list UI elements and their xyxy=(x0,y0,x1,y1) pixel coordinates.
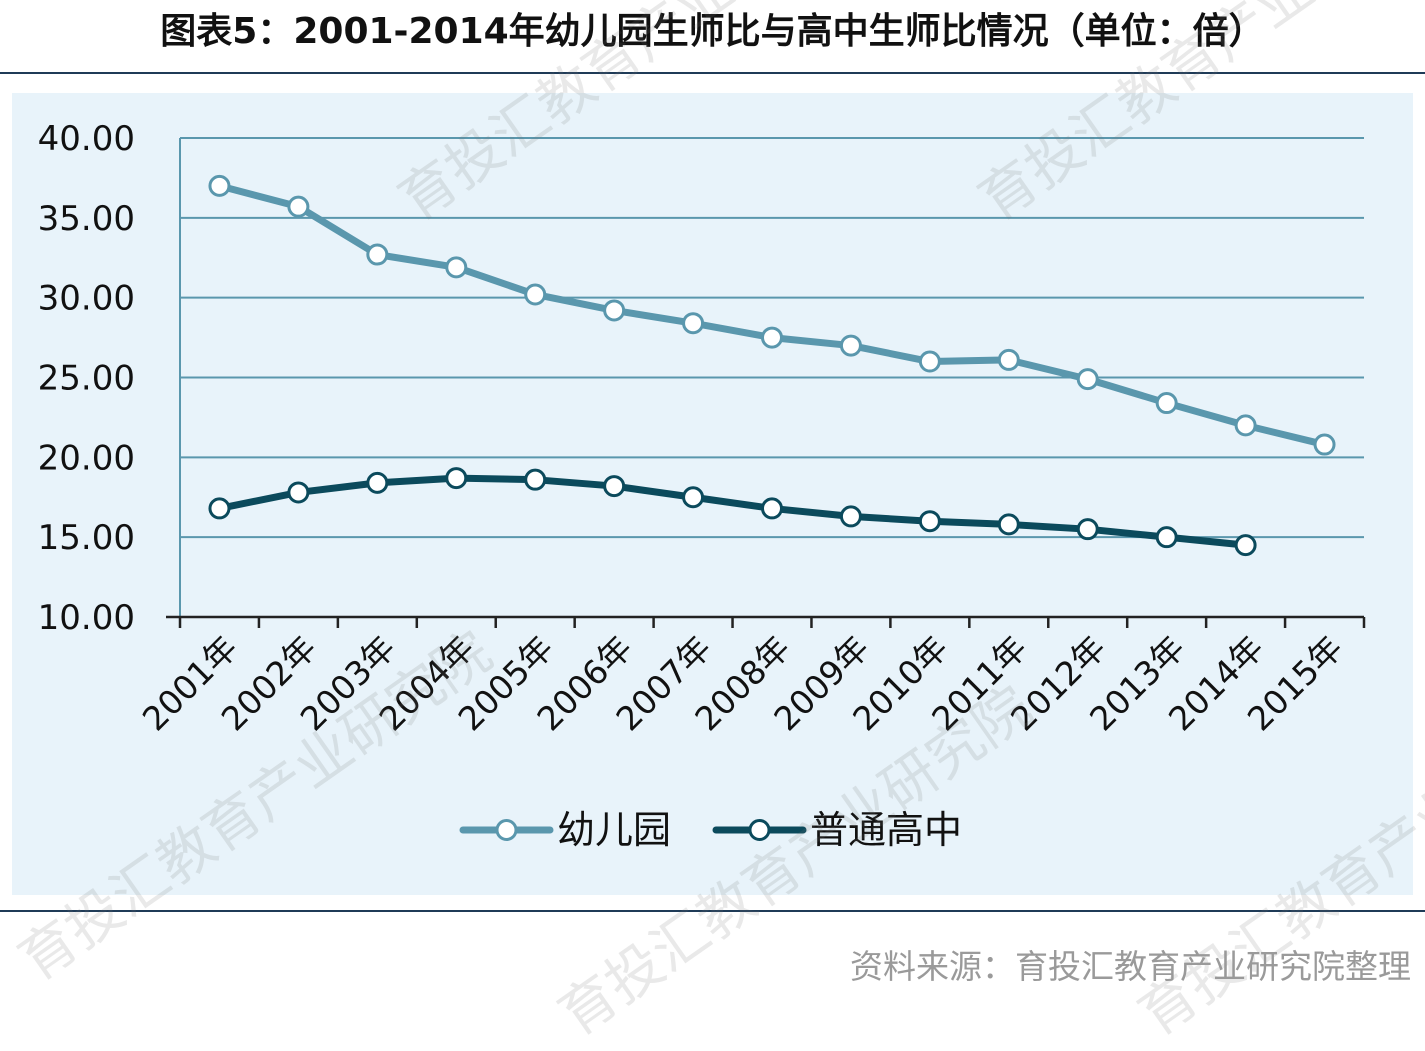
data-point xyxy=(1313,433,1336,456)
data-point xyxy=(839,505,862,528)
source-note: 资料来源：育投汇教育产业研究院整理 xyxy=(850,947,1411,986)
data-point xyxy=(997,348,1020,371)
line-chart: 10.0015.0020.0025.0030.0035.0040.002001年… xyxy=(38,119,1366,852)
data-point xyxy=(524,468,547,491)
data-point xyxy=(1234,534,1257,557)
y-tick-label: 40.00 xyxy=(38,119,135,159)
top-rule xyxy=(0,72,1425,74)
legend-marker xyxy=(495,819,518,841)
y-tick-label: 15.00 xyxy=(38,518,135,558)
data-point xyxy=(445,256,468,279)
data-point xyxy=(524,283,547,306)
y-tick-label: 10.00 xyxy=(38,598,135,638)
data-point xyxy=(603,299,626,322)
data-point xyxy=(208,497,231,520)
data-point xyxy=(682,486,705,509)
series-line xyxy=(215,474,1250,549)
data-point xyxy=(1234,414,1257,437)
data-point xyxy=(997,513,1020,536)
y-tick-label: 30.00 xyxy=(38,279,135,319)
data-point xyxy=(761,497,783,520)
data-point xyxy=(603,475,626,498)
legend-marker xyxy=(748,819,771,841)
data-point xyxy=(366,243,389,266)
plot-panel xyxy=(12,93,1413,895)
legend-label: 幼儿园 xyxy=(557,808,671,852)
y-tick-label: 35.00 xyxy=(38,199,135,239)
data-point xyxy=(366,471,389,494)
legend-label: 普通高中 xyxy=(810,808,962,852)
data-point xyxy=(839,334,862,357)
data-point xyxy=(1076,518,1099,541)
data-point xyxy=(287,481,310,504)
data-point xyxy=(287,195,310,218)
data-point xyxy=(1155,526,1178,549)
data-point xyxy=(682,312,705,335)
data-point xyxy=(761,326,783,349)
data-point xyxy=(918,510,941,533)
bottom-rule xyxy=(0,910,1425,912)
chart-title: 图表5：2001-2014年幼儿园生师比与高中生师比情况（单位：倍） xyxy=(160,11,1265,52)
data-point xyxy=(445,467,468,490)
y-tick-label: 20.00 xyxy=(38,438,135,478)
data-point xyxy=(1076,368,1099,391)
data-point xyxy=(208,174,231,197)
y-tick-label: 25.00 xyxy=(38,359,135,399)
data-point xyxy=(918,350,941,373)
data-point xyxy=(1155,392,1178,415)
